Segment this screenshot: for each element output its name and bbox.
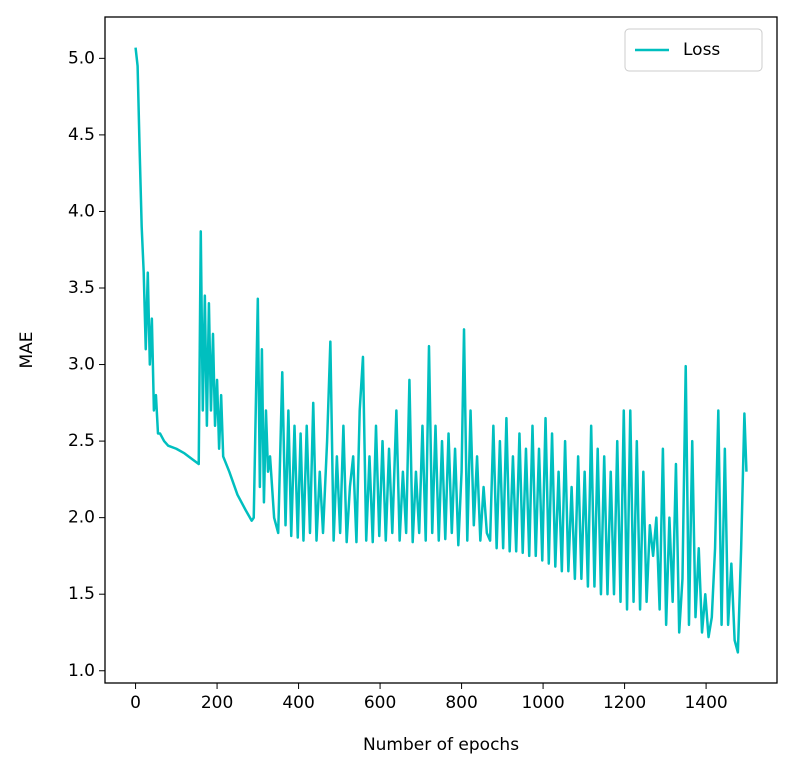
y-tick-label: 3.5 [68, 278, 95, 298]
y-tick-label: 5.0 [68, 48, 95, 68]
x-tick-label: 1000 [521, 693, 564, 713]
x-tick-label: 1200 [603, 693, 646, 713]
y-tick-label: 4.0 [68, 201, 95, 221]
y-tick-label: 1.0 [68, 661, 95, 681]
y-tick-label: 2.0 [68, 508, 95, 528]
x-tick-label: 400 [282, 693, 314, 713]
y-tick-label: 1.5 [68, 584, 95, 604]
legend-box [624, 28, 763, 72]
x-tick-label: 600 [364, 693, 396, 713]
x-axis-label: Number of epochs [363, 735, 519, 755]
x-tick-label: 0 [130, 693, 141, 713]
x-tick-label: 1400 [684, 693, 727, 713]
x-tick-label: 800 [445, 693, 477, 713]
loss-line [134, 47, 748, 654]
x-tick-label: 200 [201, 693, 233, 713]
plot-frame [104, 16, 778, 684]
legend-label: Loss [683, 40, 720, 60]
y-tick-label: 2.5 [68, 431, 95, 451]
y-tick-label: 3.0 [68, 355, 95, 375]
y-axis-label: MAE [17, 331, 37, 368]
y-tick-label: 4.5 [68, 125, 95, 145]
